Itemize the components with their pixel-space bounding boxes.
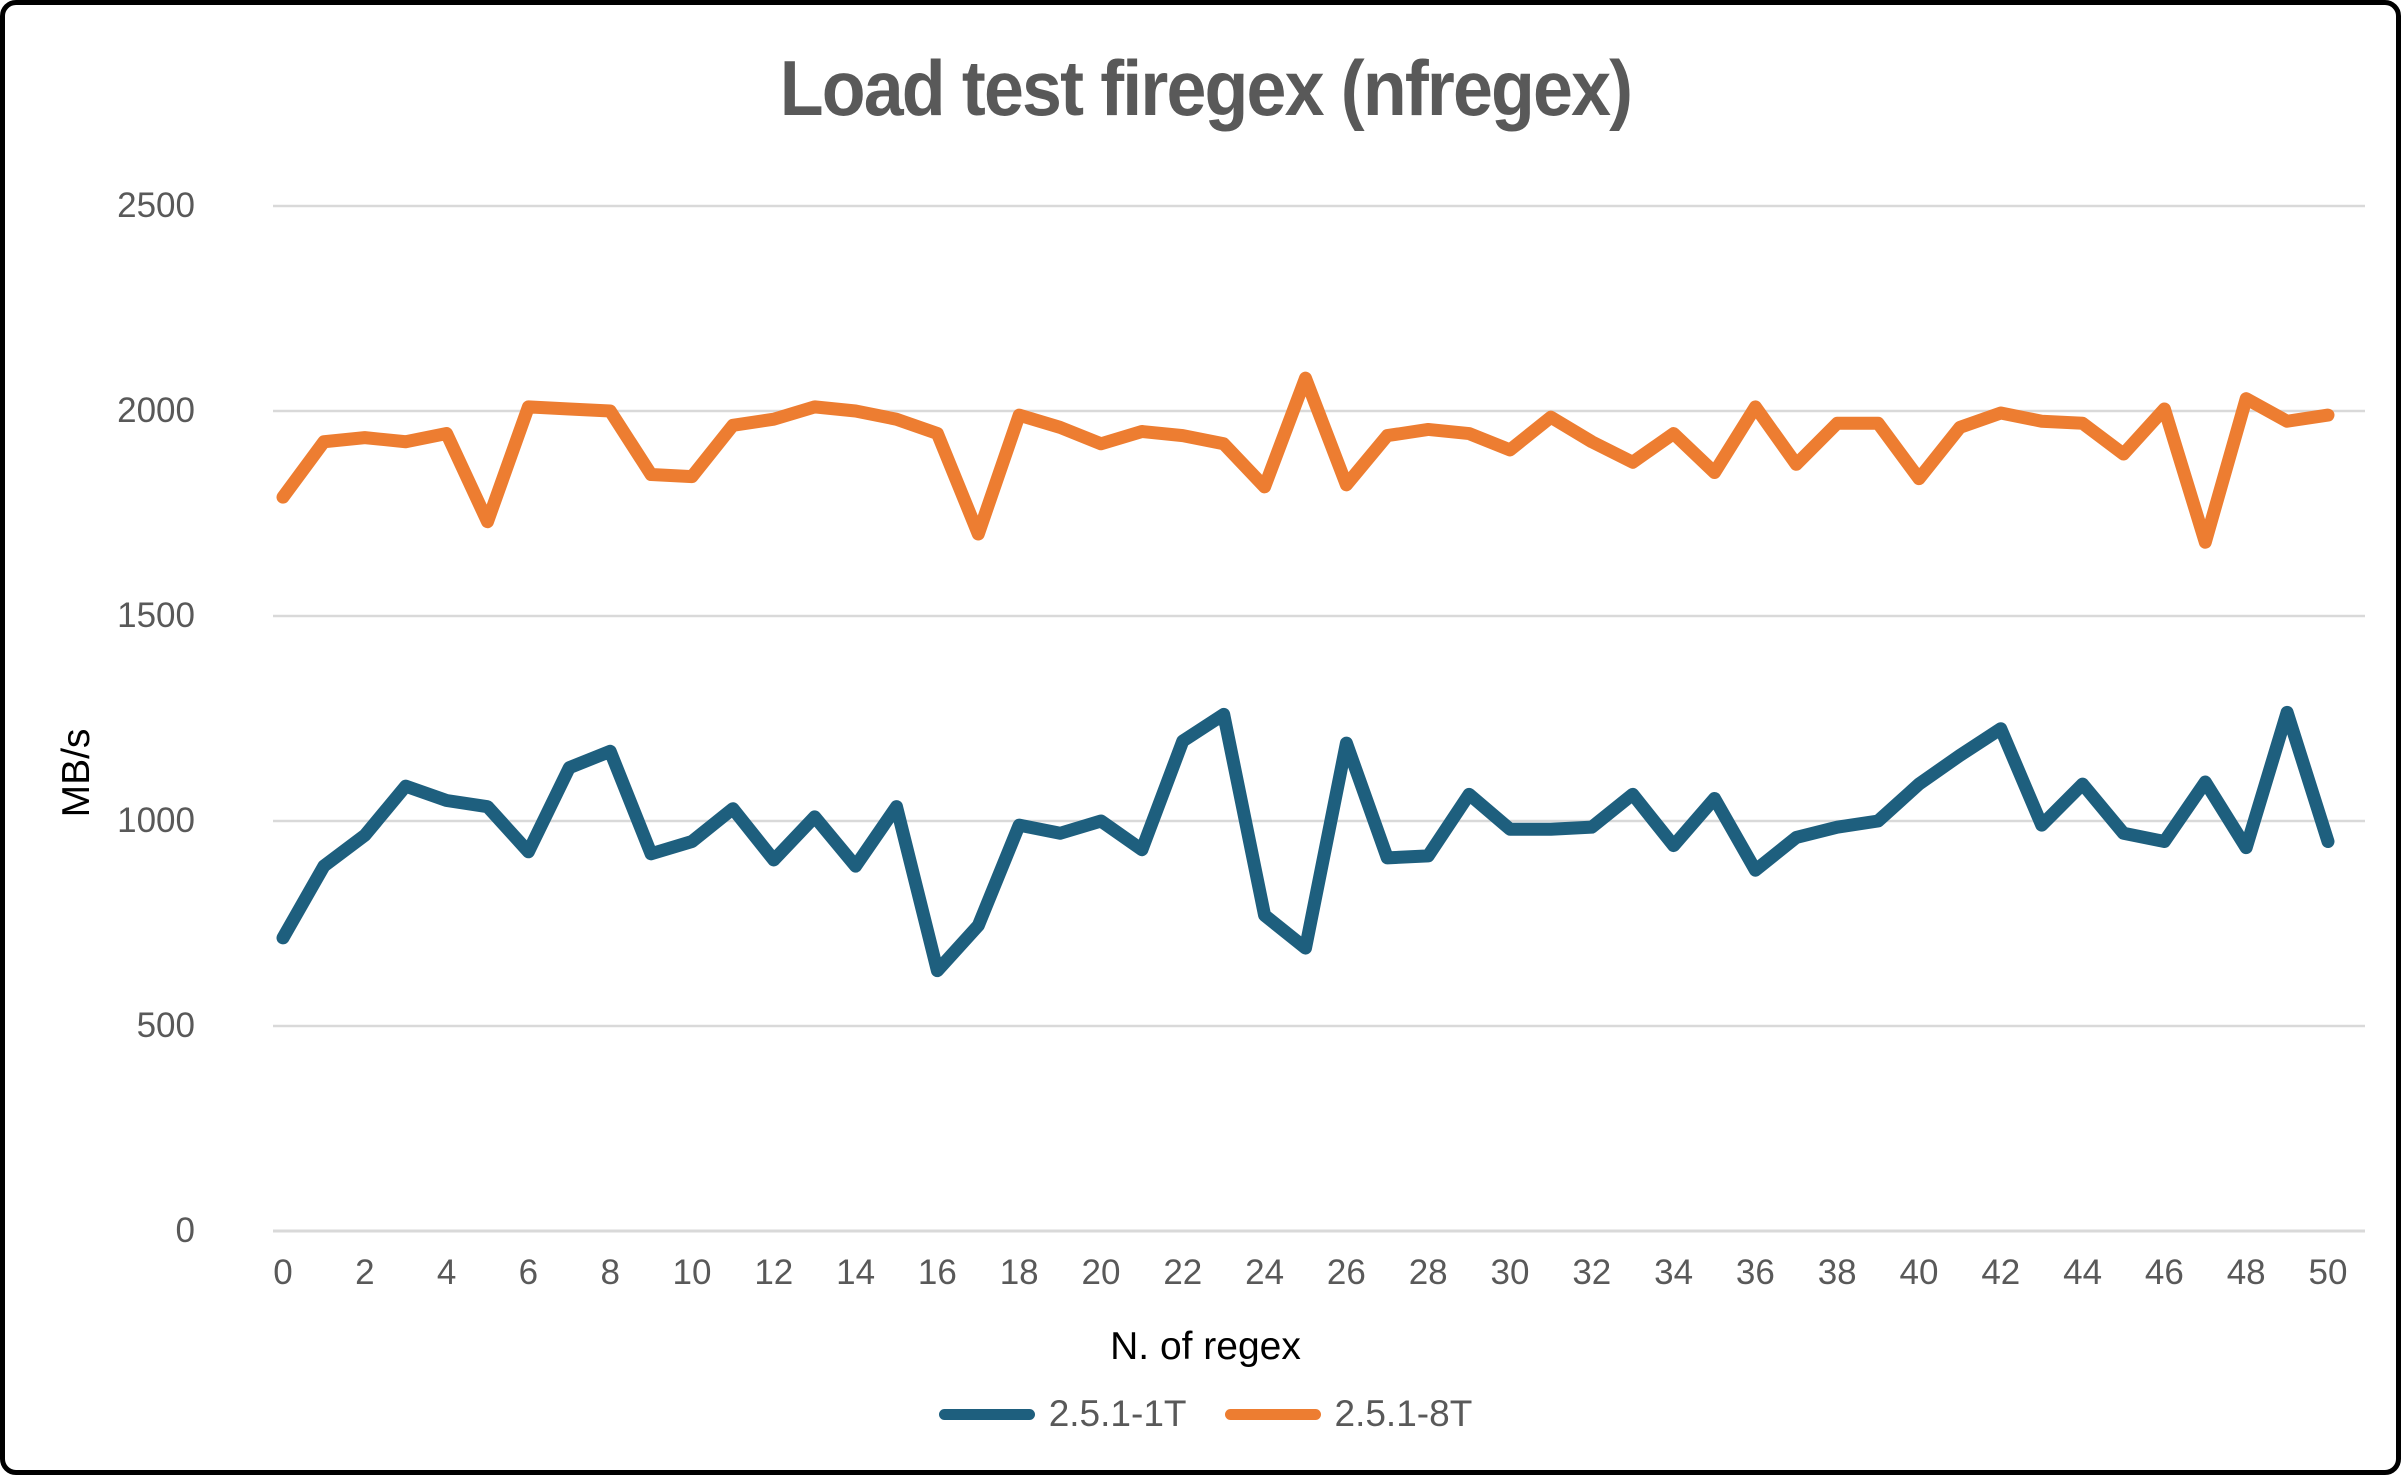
y-axis-title: MB/s bbox=[55, 728, 98, 818]
x-tick-label-10: 10 bbox=[672, 1253, 712, 1292]
plot-area bbox=[273, 204, 2365, 1233]
legend: 2.5.1-1T 2.5.1-8T bbox=[5, 1393, 2396, 1435]
x-tick-label-50: 50 bbox=[2308, 1253, 2348, 1292]
y-tick-label-2500: 2500 bbox=[117, 186, 195, 225]
legend-label-1t: 2.5.1-1T bbox=[1048, 1393, 1187, 1434]
y-tick-label-0: 0 bbox=[175, 1211, 195, 1250]
x-tick-label-4: 4 bbox=[436, 1253, 457, 1292]
x-tick-label-0: 0 bbox=[273, 1253, 293, 1292]
series-line-2.5.1-1T bbox=[276, 705, 2335, 978]
legend-item-1t: 2.5.1-1T bbox=[938, 1393, 1187, 1435]
legend-swatch-1t bbox=[938, 1408, 1035, 1420]
x-tick-label-44: 44 bbox=[2063, 1253, 2103, 1292]
x-tick-label-28: 28 bbox=[1408, 1253, 1448, 1292]
x-tick-label-40: 40 bbox=[1899, 1253, 1939, 1292]
x-tick-label-14: 14 bbox=[836, 1253, 876, 1292]
x-tick-label-48: 48 bbox=[2226, 1253, 2266, 1292]
x-tick-label-8: 8 bbox=[600, 1253, 620, 1292]
y-tick-label-1000: 1000 bbox=[117, 801, 195, 840]
x-tick-label-34: 34 bbox=[1654, 1253, 1694, 1292]
x-tick-label-2: 2 bbox=[355, 1253, 375, 1292]
x-tick-label-32: 32 bbox=[1572, 1253, 1612, 1292]
x-tick-label-18: 18 bbox=[999, 1253, 1039, 1292]
y-tick-label-1500: 1500 bbox=[117, 596, 195, 635]
x-tick-label-38: 38 bbox=[1817, 1253, 1857, 1292]
x-tick-label-46: 46 bbox=[2144, 1253, 2184, 1292]
x-tick-label-24: 24 bbox=[1245, 1253, 1285, 1292]
legend-item-8t: 2.5.1-8T bbox=[1224, 1393, 1473, 1435]
x-tick-label-16: 16 bbox=[917, 1253, 957, 1292]
x-tick-label-36: 36 bbox=[1735, 1253, 1775, 1292]
x-tick-label-26: 26 bbox=[1326, 1253, 1366, 1292]
x-tick-label-22: 22 bbox=[1163, 1253, 1203, 1292]
series-line-2.5.1-8T bbox=[276, 371, 2335, 549]
y-tick-label-2000: 2000 bbox=[117, 391, 195, 430]
legend-label-8t: 2.5.1-8T bbox=[1334, 1393, 1473, 1434]
x-tick-label-6: 6 bbox=[518, 1253, 539, 1292]
x-axis-title: N. of regex bbox=[1110, 1325, 1301, 1368]
legend-swatch-8t bbox=[1224, 1408, 1321, 1420]
chart-title: Load test firegex (nfregex) bbox=[779, 44, 1633, 132]
x-tick-label-12: 12 bbox=[754, 1253, 794, 1292]
y-tick-label-500: 500 bbox=[136, 1006, 195, 1045]
x-tick-label-20: 20 bbox=[1081, 1253, 1121, 1292]
x-tick-label-42: 42 bbox=[1981, 1253, 2021, 1292]
x-tick-label-30: 30 bbox=[1490, 1253, 1530, 1292]
